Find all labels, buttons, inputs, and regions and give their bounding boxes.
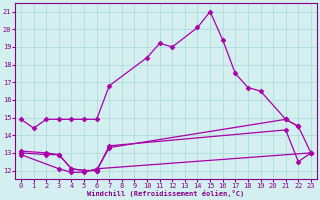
X-axis label: Windchill (Refroidissement éolien,°C): Windchill (Refroidissement éolien,°C)	[87, 190, 244, 197]
